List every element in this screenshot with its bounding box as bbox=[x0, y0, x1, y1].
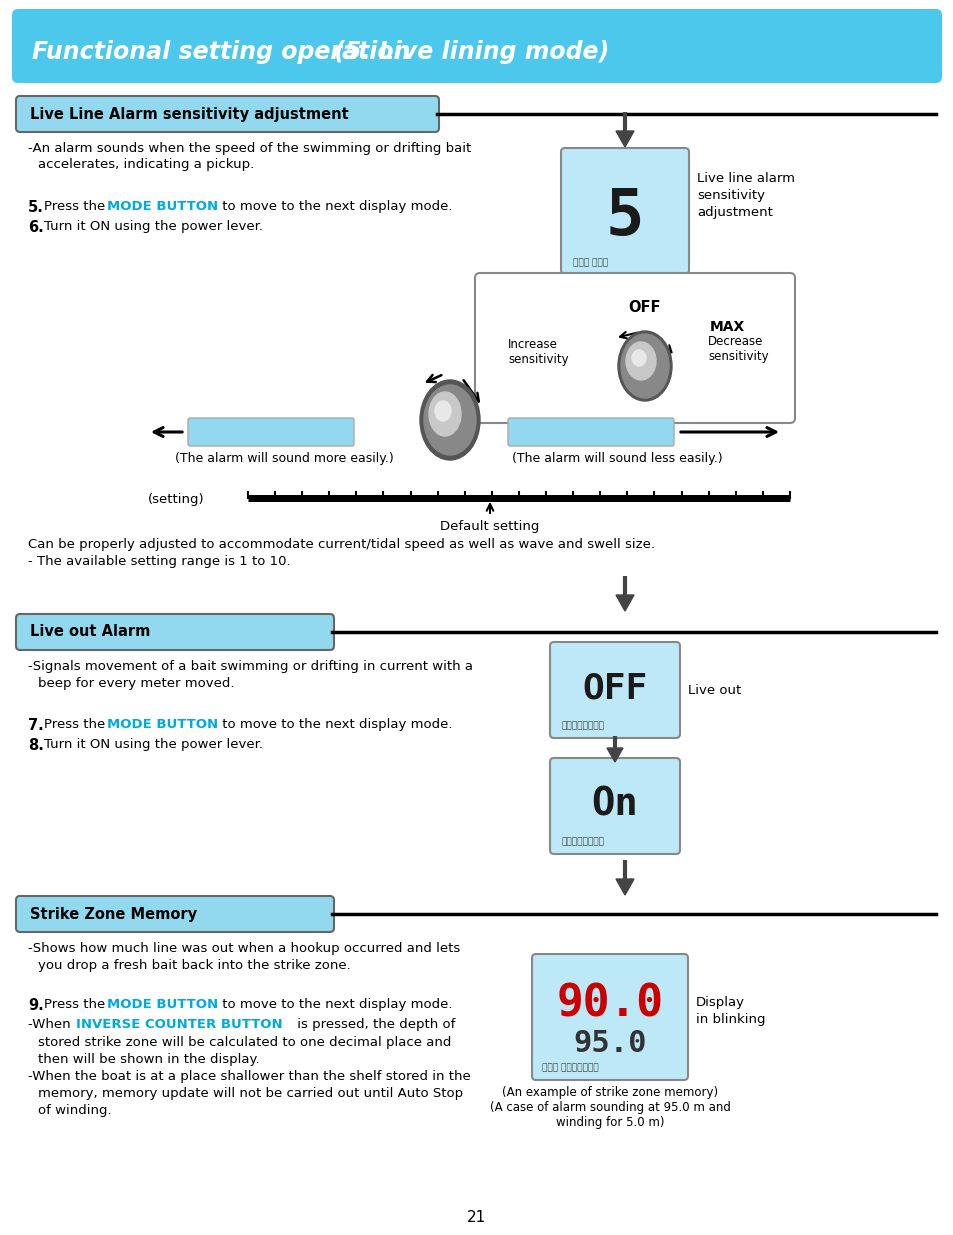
Text: (setting): (setting) bbox=[148, 494, 204, 506]
Text: On: On bbox=[591, 785, 638, 824]
Text: 9.: 9. bbox=[28, 998, 44, 1013]
Text: of winding.: of winding. bbox=[38, 1104, 112, 1116]
FancyBboxPatch shape bbox=[12, 9, 941, 83]
Text: memory, memory update will not be carried out until Auto Stop: memory, memory update will not be carrie… bbox=[38, 1087, 462, 1100]
Text: OFF: OFF bbox=[581, 672, 647, 705]
Text: accelerates, indicating a pickup.: accelerates, indicating a pickup. bbox=[38, 158, 254, 170]
Text: INVERSE COUNTER BUTTON: INVERSE COUNTER BUTTON bbox=[76, 1018, 282, 1031]
Text: then will be shown in the display.: then will be shown in the display. bbox=[38, 1053, 259, 1066]
Text: 95.0: 95.0 bbox=[573, 1030, 646, 1058]
Ellipse shape bbox=[423, 385, 476, 454]
Text: MODE BUTTON: MODE BUTTON bbox=[107, 718, 218, 731]
Text: Functional setting operation: Functional setting operation bbox=[32, 40, 410, 64]
Text: フカセ　クリック: フカセ クリック bbox=[561, 837, 604, 846]
Text: Default setting: Default setting bbox=[440, 520, 539, 534]
Text: -Shows how much line was out when a hookup occurred and lets: -Shows how much line was out when a hook… bbox=[28, 942, 459, 955]
Text: 7.: 7. bbox=[28, 718, 44, 734]
Text: Turn it ON using the power lever.: Turn it ON using the power lever. bbox=[44, 739, 263, 751]
Ellipse shape bbox=[620, 333, 668, 398]
FancyBboxPatch shape bbox=[550, 642, 679, 739]
Text: MODE BUTTON: MODE BUTTON bbox=[107, 200, 218, 212]
FancyBboxPatch shape bbox=[532, 953, 687, 1079]
FancyBboxPatch shape bbox=[16, 96, 438, 132]
Text: - The available setting range is 1 to 10.: - The available setting range is 1 to 10… bbox=[28, 555, 291, 568]
Ellipse shape bbox=[419, 380, 479, 459]
Text: 8.: 8. bbox=[28, 739, 44, 753]
Text: beep for every meter moved.: beep for every meter moved. bbox=[38, 677, 234, 690]
Text: フカセ　クリック: フカセ クリック bbox=[561, 721, 604, 730]
Text: -An alarm sounds when the speed of the swimming or drifting bait: -An alarm sounds when the speed of the s… bbox=[28, 142, 471, 156]
Ellipse shape bbox=[631, 350, 645, 366]
Text: Increase sensitivity: Increase sensitivity bbox=[211, 426, 331, 438]
Text: OFF: OFF bbox=[628, 300, 660, 315]
FancyBboxPatch shape bbox=[507, 417, 673, 446]
FancyBboxPatch shape bbox=[560, 148, 688, 274]
Text: Can be properly adjusted to accommodate current/tidal speed as well as wave and : Can be properly adjusted to accommodate … bbox=[28, 538, 655, 551]
Text: sensitivity: sensitivity bbox=[697, 189, 764, 203]
Text: Press the: Press the bbox=[44, 200, 110, 212]
Text: you drop a fresh bait back into the strike zone.: you drop a fresh bait back into the stri… bbox=[38, 960, 351, 972]
Text: Live line alarm: Live line alarm bbox=[697, 172, 794, 185]
FancyBboxPatch shape bbox=[550, 758, 679, 853]
FancyBboxPatch shape bbox=[475, 273, 794, 424]
Ellipse shape bbox=[618, 331, 671, 401]
Text: Turn it ON using the power lever.: Turn it ON using the power lever. bbox=[44, 220, 263, 233]
Polygon shape bbox=[616, 879, 634, 895]
Text: (The alarm will sound less easily.): (The alarm will sound less easily.) bbox=[512, 452, 721, 466]
Text: 6.: 6. bbox=[28, 220, 44, 235]
Text: adjustment: adjustment bbox=[697, 206, 772, 219]
Text: (An example of strike zone memory): (An example of strike zone memory) bbox=[501, 1086, 718, 1099]
Text: stored strike zone will be calculated to one decimal place and: stored strike zone will be calculated to… bbox=[38, 1036, 451, 1049]
Ellipse shape bbox=[429, 391, 460, 436]
Text: 5: 5 bbox=[605, 186, 643, 248]
Text: -When the boat is at a place shallower than the shelf stored in the: -When the boat is at a place shallower t… bbox=[28, 1070, 470, 1083]
Text: Increase: Increase bbox=[507, 338, 558, 351]
Text: Press the: Press the bbox=[44, 718, 110, 731]
Text: sensitivity: sensitivity bbox=[507, 353, 568, 366]
Polygon shape bbox=[616, 131, 634, 147]
Text: Press the: Press the bbox=[44, 998, 110, 1011]
Text: is pressed, the depth of: is pressed, the depth of bbox=[293, 1018, 455, 1031]
Text: 5.: 5. bbox=[28, 200, 44, 215]
Text: フカセ アタリ: フカセ アタリ bbox=[573, 258, 607, 267]
Text: to move to the next display mode.: to move to the next display mode. bbox=[218, 998, 452, 1011]
FancyBboxPatch shape bbox=[16, 897, 334, 932]
Text: Decrease: Decrease bbox=[707, 335, 762, 348]
Text: 21: 21 bbox=[467, 1210, 486, 1225]
Text: MODE BUTTON: MODE BUTTON bbox=[107, 998, 218, 1011]
Polygon shape bbox=[606, 748, 622, 762]
Text: (A case of alarm sounding at 95.0 m and: (A case of alarm sounding at 95.0 m and bbox=[489, 1100, 730, 1114]
Text: winding for 5.0 m): winding for 5.0 m) bbox=[556, 1116, 663, 1129]
Text: to move to the next display mode.: to move to the next display mode. bbox=[218, 718, 452, 731]
Text: フカセ アタリクリック: フカセ アタリクリック bbox=[541, 1063, 598, 1072]
Text: to move to the next display mode.: to move to the next display mode. bbox=[218, 200, 452, 212]
Text: Live out Alarm: Live out Alarm bbox=[30, 625, 151, 640]
Polygon shape bbox=[616, 595, 634, 611]
FancyBboxPatch shape bbox=[16, 614, 334, 650]
Text: Live out: Live out bbox=[687, 683, 740, 697]
Ellipse shape bbox=[435, 401, 451, 421]
Text: Live Line Alarm sensitivity adjustment: Live Line Alarm sensitivity adjustment bbox=[30, 106, 349, 121]
Text: MAX: MAX bbox=[709, 320, 744, 333]
Text: (The alarm will sound more easily.): (The alarm will sound more easily.) bbox=[174, 452, 394, 466]
FancyBboxPatch shape bbox=[188, 417, 354, 446]
Text: -When: -When bbox=[28, 1018, 74, 1031]
Text: Decrease sensitivity: Decrease sensitivity bbox=[527, 426, 654, 438]
Text: Display: Display bbox=[696, 995, 744, 1009]
Text: Strike Zone Memory: Strike Zone Memory bbox=[30, 906, 197, 921]
Text: 90.0: 90.0 bbox=[556, 983, 662, 1025]
Text: in blinking: in blinking bbox=[696, 1013, 764, 1026]
Text: (5. Live lining mode): (5. Live lining mode) bbox=[326, 40, 609, 64]
Text: -Signals movement of a bait swimming or drifting in current with a: -Signals movement of a bait swimming or … bbox=[28, 659, 473, 673]
Ellipse shape bbox=[625, 342, 656, 380]
Text: sensitivity: sensitivity bbox=[707, 350, 768, 363]
